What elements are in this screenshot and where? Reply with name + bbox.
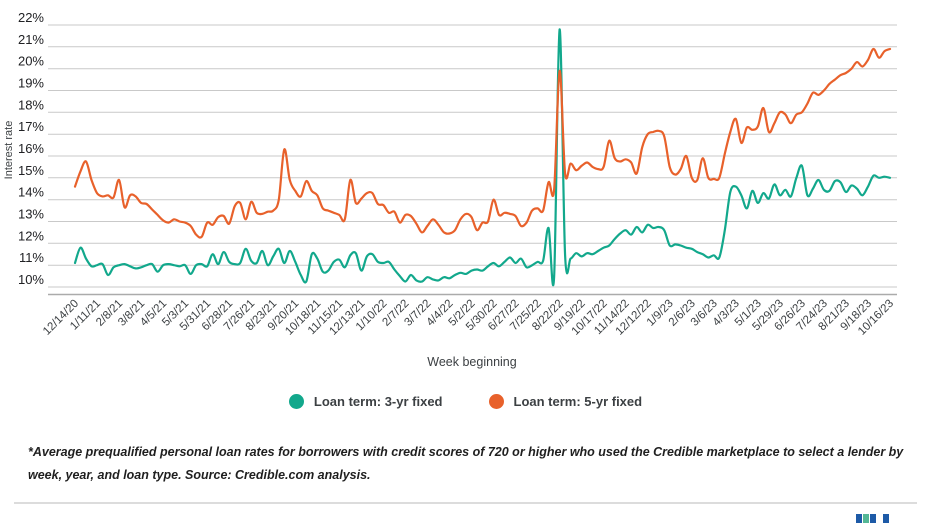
- legend-label-5yr: Loan term: 5-yr fixed: [513, 394, 643, 409]
- series-line-3yr-fixed: [73, 28, 892, 287]
- y-tick-label: 14%: [18, 185, 44, 200]
- y-tick-label: 13%: [18, 207, 44, 222]
- chart-legend: Loan term: 3-yr fixed Loan term: 5-yr fi…: [0, 394, 931, 409]
- y-tick-label: 11%: [19, 250, 44, 265]
- legend-dot-3yr-icon: [288, 394, 304, 409]
- chart-footnote: *Average prequalified personal loan rate…: [28, 445, 904, 483]
- y-tick-label: 18%: [18, 97, 44, 112]
- y-axis-title: Interest rate: [3, 121, 15, 180]
- y-tick-label: 15%: [18, 163, 44, 178]
- y-tick-label: 10%: [18, 272, 44, 287]
- legend-item-3yr-fixed: Loan term: 3-yr fixed: [288, 394, 443, 409]
- y-tick-label: 22%: [18, 10, 44, 25]
- logo-bar: [856, 514, 862, 523]
- y-tick-label: 20%: [18, 54, 44, 69]
- logo-bars-icon: [856, 514, 889, 523]
- y-tick-label: 12%: [18, 228, 44, 243]
- x-axis-title: Week beginning: [427, 355, 516, 369]
- y-tick-label: 21%: [18, 32, 44, 47]
- logo-bar: [883, 514, 889, 523]
- y-tick-label: 19%: [18, 76, 44, 91]
- legend-label-3yr: Loan term: 3-yr fixed: [313, 394, 443, 409]
- logo-bar: [863, 514, 869, 523]
- logo-bar: [870, 514, 876, 523]
- legend-dot-5yr-icon: [488, 394, 504, 409]
- interest-rate-line-chart: 22%21%20%19%18%17%16%15%14%13%12%11%10%1…: [3, 10, 897, 369]
- legend-item-5yr-fixed: Loan term: 5-yr fixed: [488, 394, 643, 409]
- y-tick-label: 17%: [18, 119, 44, 134]
- y-tick-label: 16%: [18, 141, 44, 156]
- divider-line: [14, 502, 917, 504]
- series-line-5yr-fixed: [73, 47, 892, 239]
